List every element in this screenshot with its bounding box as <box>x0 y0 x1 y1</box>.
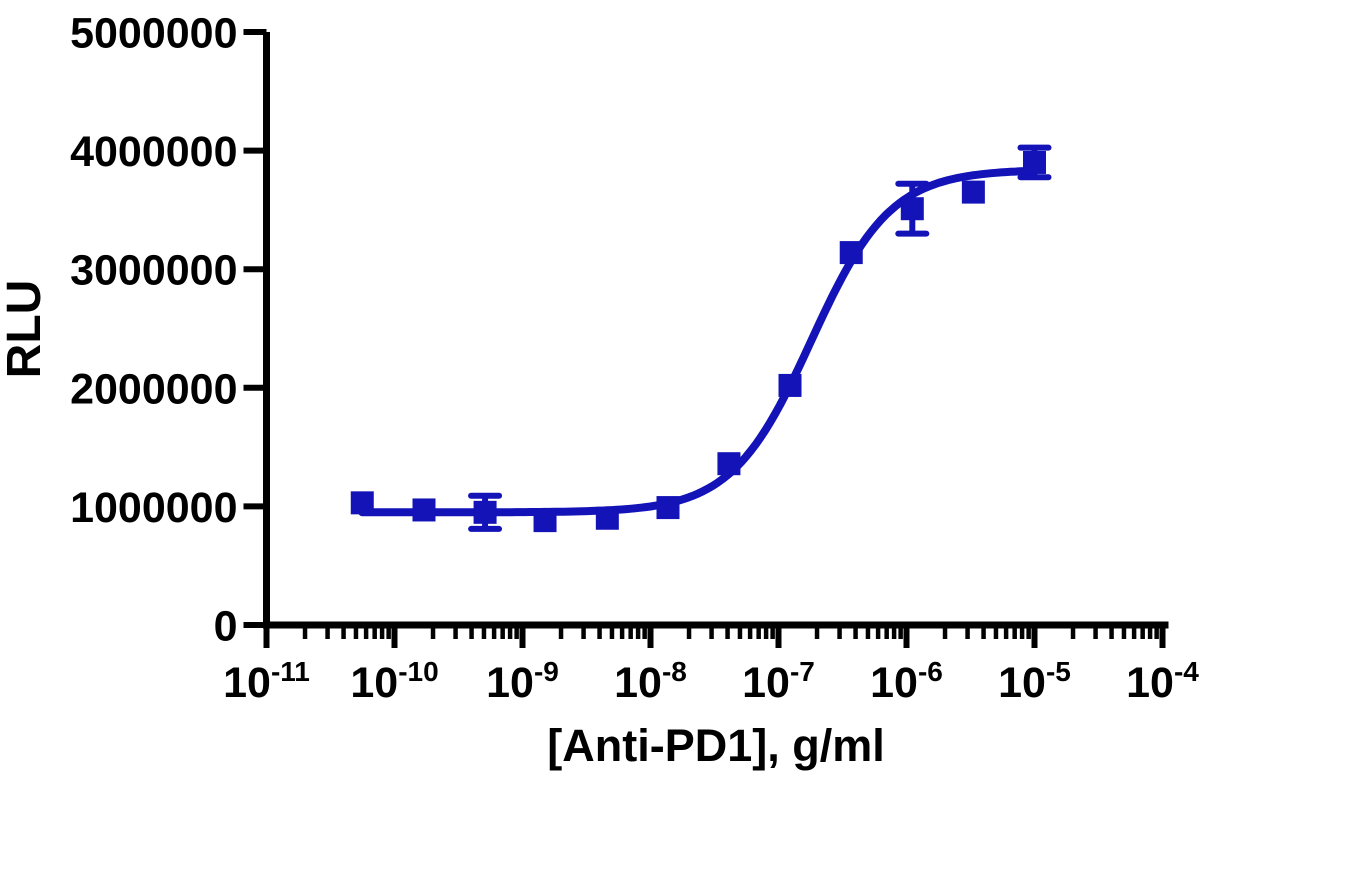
data-point-marker <box>473 500 497 524</box>
x-tick-label: 10-5 <box>998 656 1071 707</box>
y-tick-label: 5000000 <box>70 9 237 57</box>
y-axis-title: RLU <box>0 280 51 379</box>
axes-group: 0 1000000 2000000 3000000 4000000 5000000 10-1… <box>70 9 1199 707</box>
x-axis-title: [Anti-PD1], g/ml <box>547 720 884 771</box>
y-tick-label: 4000000 <box>70 128 237 176</box>
data-point-marker <box>900 197 924 221</box>
x-tick-label: 10-8 <box>614 656 687 707</box>
x-tick-label: 10-4 <box>1126 656 1199 707</box>
x-tick-label: 10-9 <box>486 656 559 707</box>
x-tick-label: 10-7 <box>742 656 815 707</box>
data-point-marker <box>595 506 619 530</box>
y-tick-label: 1000000 <box>70 484 237 532</box>
x-tick-label: 10-10 <box>350 656 438 707</box>
data-point-marker <box>778 373 802 397</box>
fit-curve-group <box>358 166 1039 517</box>
data-point-marker <box>961 180 985 204</box>
data-point-marker <box>533 509 557 533</box>
data-point-marker <box>350 491 374 515</box>
y-tick-label: 3000000 <box>70 247 237 295</box>
fit-curve <box>358 166 1039 517</box>
y-tick-label: 2000000 <box>70 365 237 413</box>
data-point-marker <box>1023 150 1046 174</box>
data-point-marker <box>412 498 436 522</box>
x-tick-label: 10-6 <box>870 656 943 707</box>
data-point-marker <box>839 241 863 265</box>
x-tick-label: 10-11 <box>223 656 310 707</box>
y-tick-label: 0 <box>214 602 238 650</box>
data-point-marker <box>717 452 741 476</box>
data-points-group <box>350 144 1052 533</box>
data-point-marker <box>656 496 680 520</box>
